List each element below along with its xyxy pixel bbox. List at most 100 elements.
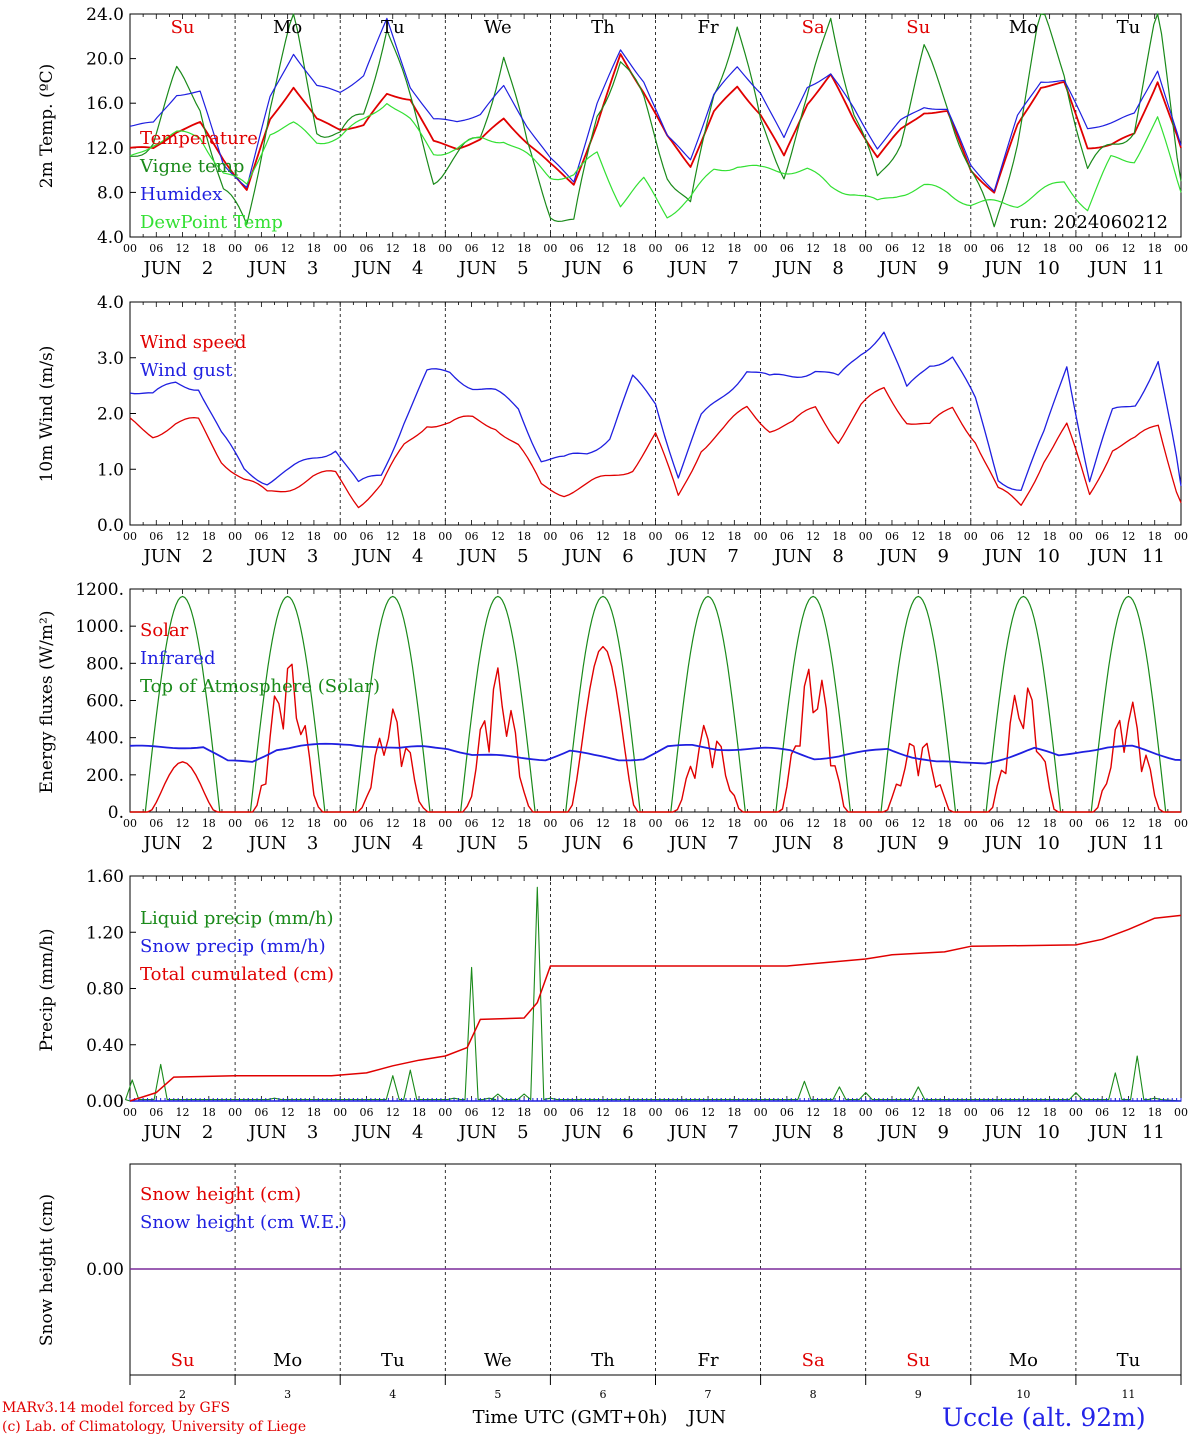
y-tick-label: 24.0 [86,5,124,25]
month-label: JUN [772,1122,812,1143]
y-axis-title: 2m Temp. (ºC) [37,64,57,189]
series-line-wind-gust [129,331,1182,492]
series-line-humidex [129,17,1182,192]
y-axis-title: Precip (mm/h) [37,928,57,1051]
month-label: JUN [982,258,1022,279]
month-label: JUN [352,546,392,567]
weekday-label-bottom: Sa [802,1350,825,1371]
hour-tick-label: 18 [622,530,636,543]
weekday-label-top: Th [591,17,615,38]
hour-tick-label: 12 [281,242,295,255]
month-label: JUN [772,546,812,567]
legend-top-of-atmosphere-solar-: Top of Atmosphere (Solar) [140,676,380,697]
legend-snow-precip-mm-h-: Snow precip (mm/h) [140,936,326,957]
x-axis-month: JUN [686,1407,726,1428]
legend-wind-speed: Wind speed [140,332,246,353]
hour-tick-label: 12 [176,1106,190,1119]
hour-tick-label: 00 [859,817,873,830]
hour-tick-label: 00 [1174,817,1188,830]
day-label: 3 [307,1122,318,1143]
day-label: 2 [202,258,213,279]
y-tick-label: 4.0 [97,293,124,313]
hour-tick-label: 18 [412,242,426,255]
month-label: JUN [667,258,707,279]
hour-tick-label: 12 [701,1106,715,1119]
month-label: JUN [877,258,917,279]
weekday-label-bottom: Th [591,1350,615,1371]
hour-tick-label: 06 [990,1106,1004,1119]
series-line-dewpoint-temp [129,102,1182,219]
series-line-temperature [129,53,1182,194]
weekday-label-bottom: Mo [273,1350,302,1371]
hour-tick-label: 18 [307,1106,321,1119]
month-label: JUN [1087,546,1127,567]
month-label: JUN [667,833,707,854]
day-label: 3 [307,546,318,567]
hour-tick-label: 00 [333,817,347,830]
hour-tick-label: 06 [675,1106,689,1119]
hour-tick-label: 00 [228,242,242,255]
hour-tick-label: 06 [254,530,268,543]
hour-tick-label: 12 [386,530,400,543]
hour-tick-label: 06 [780,530,794,543]
day-label: 3 [307,833,318,854]
hour-tick-label: 00 [754,530,768,543]
hour-tick-label: 06 [254,242,268,255]
hour-tick-label: 18 [307,530,321,543]
day-label: 4 [412,258,423,279]
panel-frame-3 [129,588,1182,813]
month-label: JUN [457,546,497,567]
hour-tick-label: 06 [570,1106,584,1119]
month-label: JUN [877,546,917,567]
series-line-vigne-temp [130,13,1182,228]
hour-tick-label: 18 [517,242,531,255]
month-label: JUN [457,258,497,279]
y-axis-title: Energy fluxes (W/m²) [37,611,57,794]
day-label: 4 [412,1122,423,1143]
hour-tick-label: 12 [596,817,610,830]
hour-tick-label: 18 [938,817,952,830]
legend-humidex: Humidex [140,184,222,205]
day-label: 9 [938,833,949,854]
y-tick-label: 2.0 [97,405,124,425]
month-label: JUN [877,833,917,854]
hour-tick-label: 18 [1043,1106,1057,1119]
hour-tick-label: 12 [596,1106,610,1119]
hour-tick-label: 18 [307,817,321,830]
text-layer: 00 06 12 18 00 06 12 18 00 06 12 18 00 06 12 18 00 06 12 18… [37,5,1188,1428]
hour-tick-label: 18 [622,242,636,255]
y-tick-label: 4.0 [97,228,124,248]
hour-tick-label: 06 [885,1106,899,1119]
series-line-solar [130,645,1181,813]
hour-tick-label: 12 [1121,242,1135,255]
hour-tick-label: 00 [438,242,452,255]
hour-tick-label: 00 [1174,242,1188,255]
hour-tick-label: 06 [675,530,689,543]
month-label: JUN [772,258,812,279]
legend-solar: Solar [140,620,189,641]
month-label: JUN [247,833,287,854]
bottom-day-number: 4 [389,1388,396,1401]
hour-tick-label: 12 [281,1106,295,1119]
hour-tick-label: 12 [491,817,505,830]
station-label: Uccle (alt. 92m) [942,1403,1146,1432]
month-label: JUN [1087,258,1127,279]
series-line-wind-speed [129,386,1182,509]
day-label: 7 [727,1122,738,1143]
y-axis-title: Snow height (cm) [37,1194,57,1346]
hour-tick-label: 18 [517,530,531,543]
bottom-day-number: 5 [494,1388,501,1401]
hour-tick-label: 06 [570,817,584,830]
hour-tick-label: 00 [649,817,663,830]
hour-tick-label: 06 [570,530,584,543]
y-tick-label: 1000. [75,617,124,637]
hour-tick-label: 12 [491,530,505,543]
y-tick-label: 8.0 [97,183,124,203]
day-label: 8 [832,1122,843,1143]
hour-tick-label: 18 [832,817,846,830]
hour-tick-label: 12 [1121,817,1135,830]
hour-tick-label: 00 [228,1106,242,1119]
month-label: JUN [562,258,602,279]
hour-tick-label: 00 [1069,817,1083,830]
bottom-day-number: 11 [1121,1388,1135,1401]
